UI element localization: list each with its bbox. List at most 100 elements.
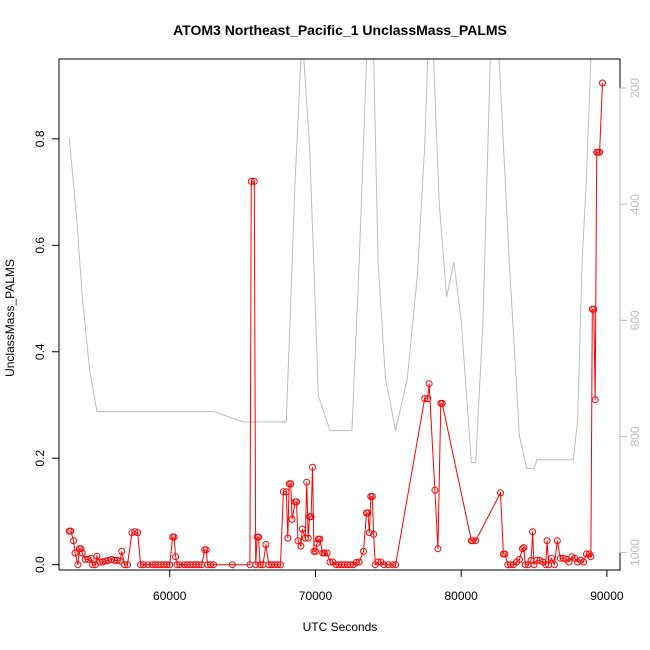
data-point [312,547,319,555]
data-point [323,549,331,557]
series-unclassmass [65,79,606,569]
data-point [67,527,75,535]
data-point [320,549,328,557]
data-point [140,561,147,569]
plot-frame [58,58,621,571]
x-tick-label: 80000 [444,589,478,603]
y-tick-label: 0.4 [33,343,47,360]
data-point [121,561,129,569]
y-tick-label: 0.6 [33,237,47,254]
data-point [137,561,145,569]
data-point [144,561,152,569]
y2-tick-label: 600 [628,310,642,330]
data-point [284,534,292,542]
data-point [565,558,573,566]
data-point [207,561,214,569]
y-tick-label: 0.8 [33,130,47,147]
data-point [288,515,296,523]
data-point [587,553,595,561]
data-point [170,533,178,541]
data-point [131,528,139,536]
data-point [116,557,124,565]
data-point [374,558,382,566]
data-point [553,537,561,545]
data-point [195,561,203,569]
axes: 60000 70000 80000 90000 0.0 0.2 0.4 0.6 0.8 200 40… [33,78,642,603]
data-point [542,561,550,569]
data-point [352,559,360,566]
data-point [118,547,126,555]
data-point [392,561,400,569]
y2-tick-label: 400 [628,194,642,214]
data-point [71,549,79,557]
data-point [287,480,295,488]
data-point [326,558,334,566]
data-point [316,535,324,543]
data-point [580,558,588,566]
data-point [279,488,287,496]
y2-tick-label: 1000 [628,539,642,566]
data-point [256,561,264,569]
data-point [301,534,309,542]
data-point [202,546,210,554]
data-point [521,561,529,569]
data-point [384,561,392,569]
data-point [89,561,96,569]
data-point [529,528,537,536]
data-point [77,545,85,553]
x-tick-label: 60000 [153,589,187,603]
data-point [304,534,312,542]
data-point [293,498,300,506]
data-point [303,478,311,486]
data-point [431,486,439,494]
data-point [501,550,509,558]
chart-title: ATOM3 Northeast_Pacific_1 UnclassMass_PA… [173,22,507,38]
data-point [596,148,604,156]
secondary-series-line [68,58,592,469]
data-point [368,493,376,500]
data-point [507,561,515,569]
data-point [307,513,315,521]
data-point [262,541,270,548]
y2-tick-label: 200 [628,78,642,98]
data-point [599,79,606,87]
data-point [84,555,92,563]
data-point [548,554,555,562]
y-axis-label: UnclassMass_PALMS [3,259,17,377]
data-point [250,177,258,185]
data-point [421,395,429,403]
data-point [228,561,236,569]
data-point [210,561,217,569]
series-line [69,82,603,567]
data-point [124,561,131,569]
data-point [247,177,255,185]
data-point [74,561,82,569]
data-point [434,545,442,553]
data-point [277,561,284,569]
data-point [360,547,367,555]
data-point [550,561,558,569]
data-point [520,544,528,552]
data-point [425,380,433,388]
data-point [172,553,180,561]
data-point [438,399,446,407]
data-point [591,396,599,404]
data-point [113,556,121,564]
data-point [364,509,372,517]
data-point [370,530,378,538]
data-point [294,537,302,545]
y-tick-label: 0.0 [33,556,47,573]
data-point [497,489,504,497]
data-point [93,552,101,560]
x-tick-label: 70000 [299,589,333,603]
data-point [134,529,142,537]
y-tick-label: 0.2 [33,450,47,467]
data-point [365,529,373,537]
data-point [298,525,306,533]
data-point [297,542,305,550]
y2-tick-label: 800 [628,426,642,446]
data-point [274,561,282,569]
data-point [543,537,551,545]
data-point [590,305,598,313]
